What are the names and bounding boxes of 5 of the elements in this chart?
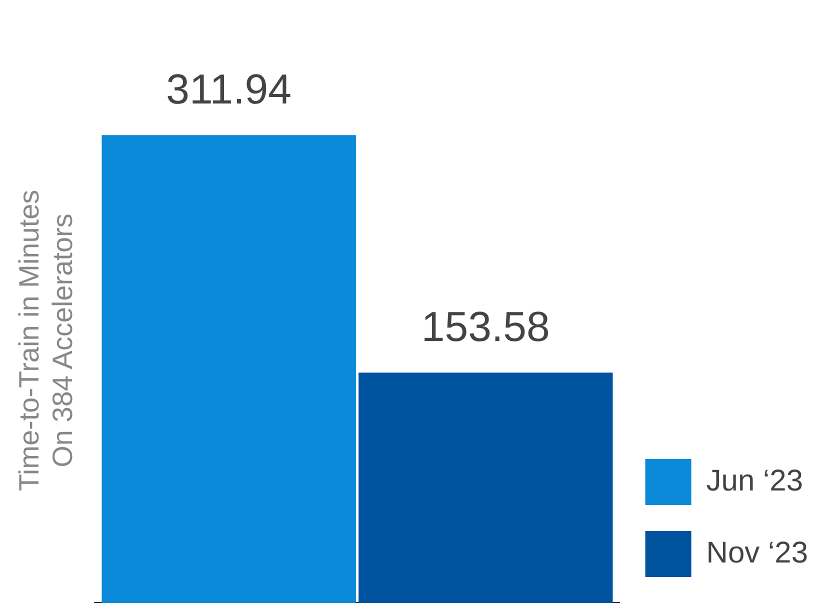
data-label: 153.58	[421, 303, 550, 350]
y-axis-title: Time-to-Train in Minutes On 384 Accelerators	[14, 190, 78, 492]
data-label: 311.94	[166, 66, 292, 113]
legend-label: Nov ‘23	[706, 536, 808, 570]
legend-label: Jun ‘23	[706, 464, 804, 498]
